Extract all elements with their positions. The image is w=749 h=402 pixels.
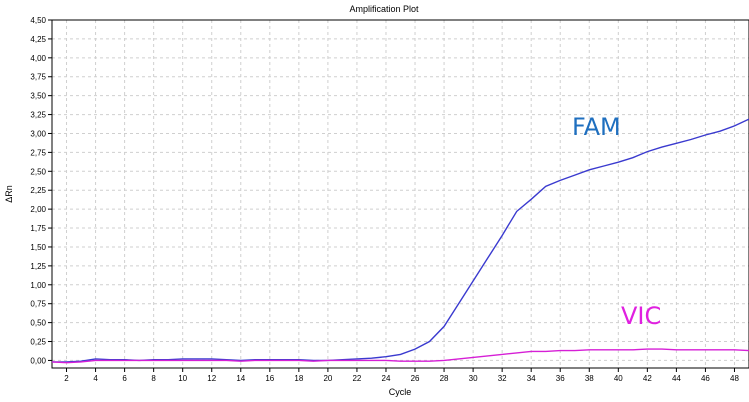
y-tick-label: 0,25: [30, 338, 46, 347]
x-tick-label: 18: [294, 374, 303, 383]
x-tick-label: 6: [122, 374, 127, 383]
x-tick-label: 4: [93, 374, 98, 383]
y-tick-label: 1,50: [30, 243, 46, 252]
x-tick-label: 2: [64, 374, 69, 383]
x-tick-label: 12: [207, 374, 216, 383]
y-tick-label: 2,50: [30, 167, 46, 176]
x-tick-label: 24: [382, 374, 391, 383]
x-tick-label: 38: [585, 374, 594, 383]
y-tick-label: 0,50: [30, 319, 46, 328]
x-tick-label: 20: [323, 374, 332, 383]
y-tick-label: 1,00: [30, 281, 46, 290]
x-tick-label: 26: [411, 374, 420, 383]
x-tick-label: 32: [498, 374, 507, 383]
x-tick-label: 46: [701, 374, 710, 383]
series-label-vic: VIC: [621, 302, 661, 330]
x-tick-label: 22: [352, 374, 361, 383]
x-tick-label: 42: [643, 374, 652, 383]
y-tick-label: 2,00: [30, 205, 46, 214]
y-tick-label: 1,75: [30, 224, 46, 233]
series-line-vic: [51, 348, 749, 364]
x-tick-label: 8: [151, 374, 156, 383]
chart-title: Amplification Plot: [349, 4, 419, 14]
series-lines: [51, 118, 749, 364]
y-tick-label: 2,75: [30, 148, 46, 157]
plot-frame: [51, 19, 749, 369]
y-tick-label: 0,75: [30, 300, 46, 309]
x-tick-label: 40: [614, 374, 623, 383]
x-tick-label: 10: [178, 374, 187, 383]
y-tick-label: 1,25: [30, 262, 46, 271]
x-tick-label: 30: [469, 374, 478, 383]
y-tick-label: 4,00: [30, 54, 46, 63]
series-label-fam: FAM: [572, 113, 621, 141]
x-tick-label: 28: [440, 374, 449, 383]
x-tick-label: 14: [236, 374, 245, 383]
x-axis-label: Cycle: [389, 387, 412, 397]
y-axis-label: ΔRn: [4, 185, 14, 203]
x-tick-label: 34: [527, 374, 536, 383]
x-axis-ticks: 2 4 6 8 10 12 14 16 18 20 22 24 26 28 30 32 34 36 38 40 42 44…: [64, 368, 739, 383]
y-tick-label: 3,75: [30, 73, 46, 82]
y-tick-label: 3,25: [30, 111, 46, 120]
y-tick-label: 4,50: [30, 16, 46, 25]
x-tick-label: 16: [265, 374, 274, 383]
y-tick-label: 3,00: [30, 129, 46, 138]
y-tick-label: 2,25: [30, 186, 46, 195]
y-tick-label: 3,50: [30, 92, 46, 101]
x-tick-label: 44: [672, 374, 681, 383]
y-axis-ticks: 0,00 0,25 0,50 0,75 1,00 1,25 1,50 1,75 2,00 2,25…: [30, 16, 52, 365]
y-tick-label: 0,00: [30, 356, 46, 365]
x-tick-label: 48: [730, 374, 739, 383]
y-tick-label: 4,25: [30, 35, 46, 44]
x-tick-label: 36: [556, 374, 565, 383]
